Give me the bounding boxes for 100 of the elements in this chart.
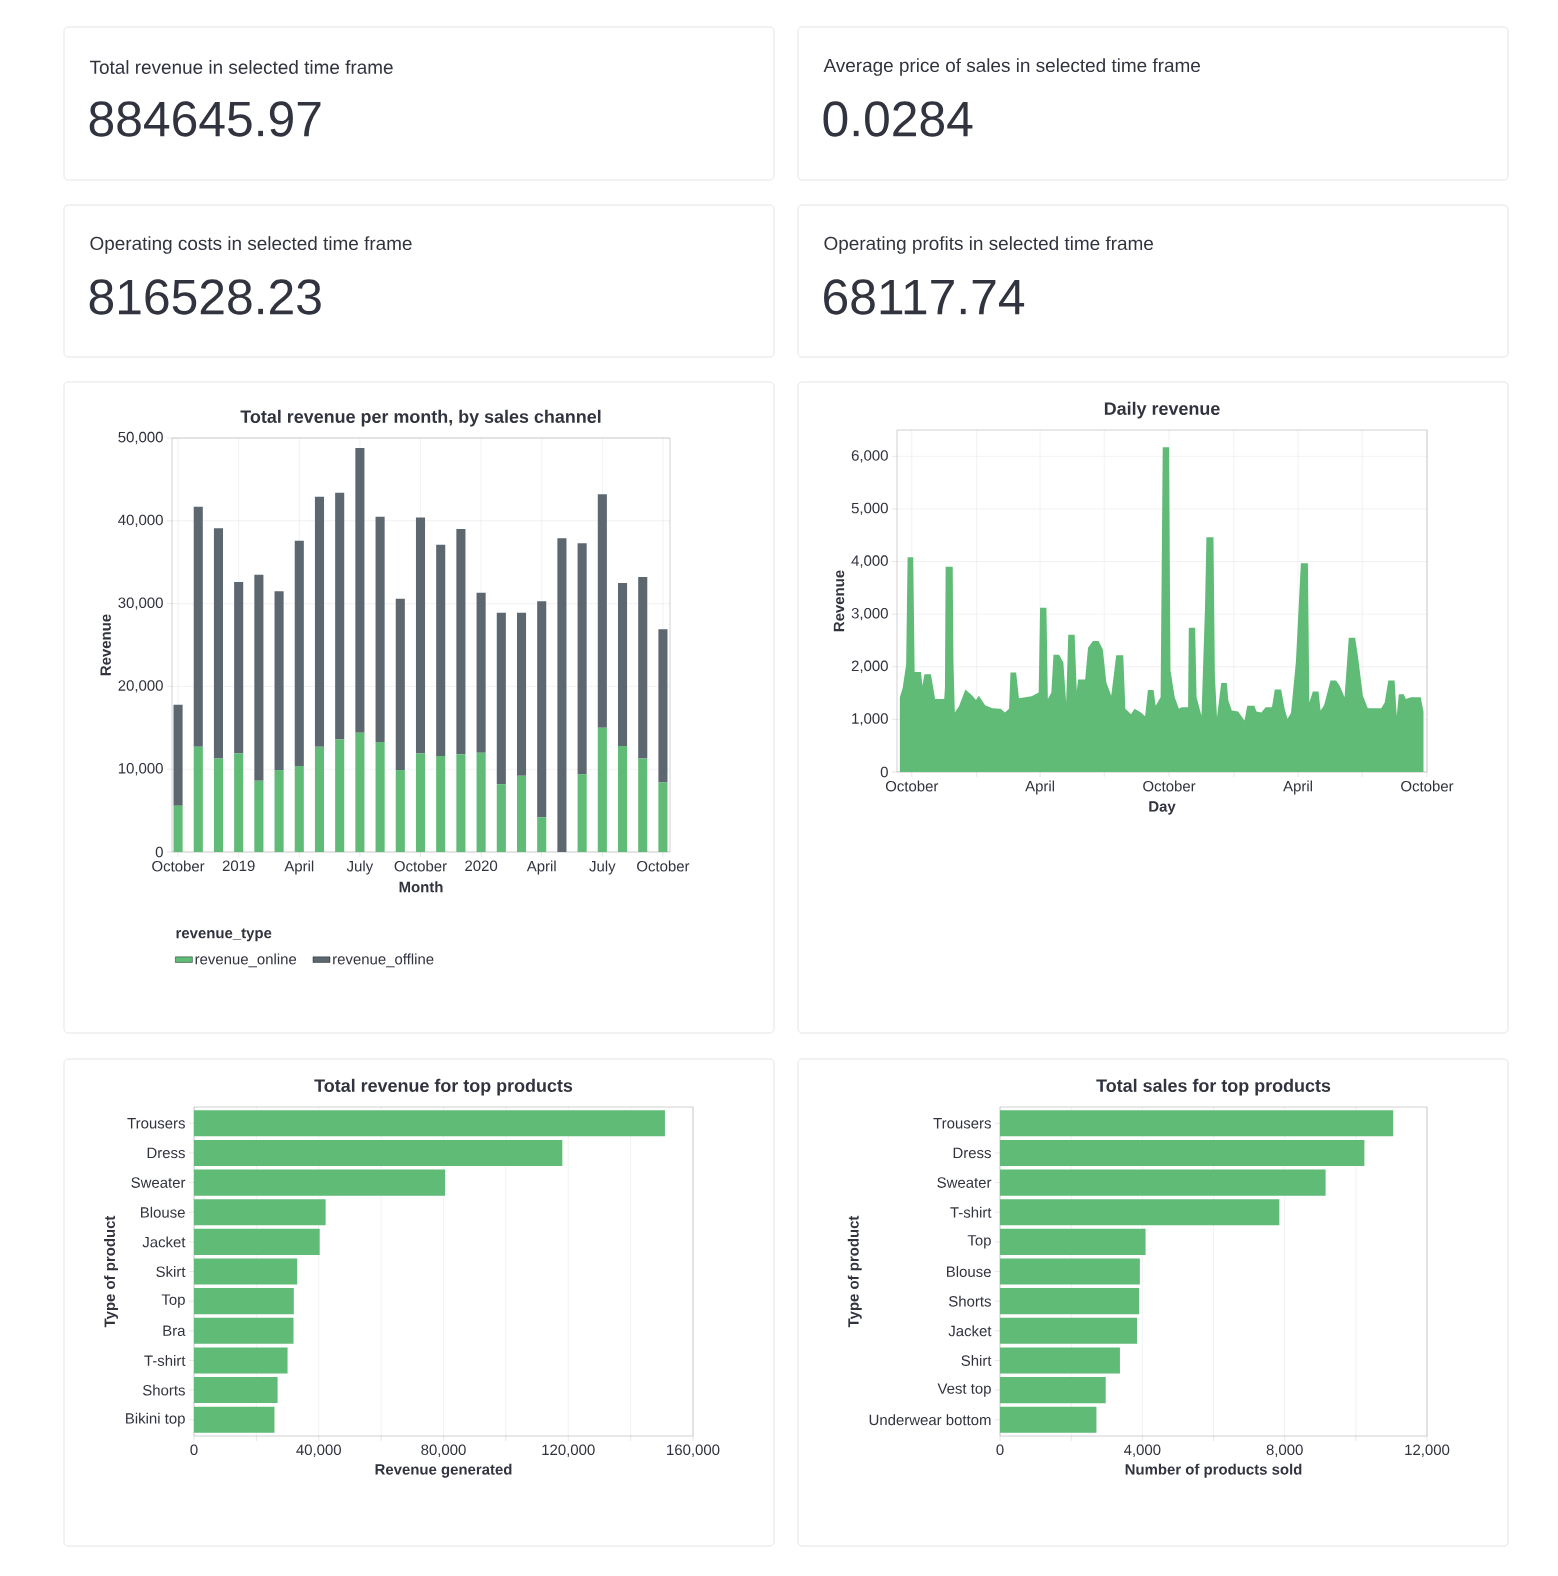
bar [1000,1228,1146,1255]
y-tick-label: Shorts [948,1295,991,1307]
x-tick-label: October [1143,780,1196,792]
x-tick-label: April [526,860,556,875]
bar [355,732,365,853]
bar [194,1347,288,1374]
x-tick-label: October [152,860,205,872]
y-axis-title: Revenue [100,614,111,676]
bar [193,506,203,747]
x-axis-title: Number of products sold [1125,1463,1302,1478]
bar [194,1317,294,1344]
y-tick-label: Jacket [142,1236,186,1248]
y-tick-label: Top [967,1235,991,1249]
y-tick-label: 30,000 [118,597,163,610]
bar [1000,1377,1106,1404]
y-tick-label: Bra [163,1325,186,1337]
y-tick-label: 40,000 [118,514,163,527]
bar [1000,1110,1394,1137]
bar [617,746,628,853]
y-tick-label: Blouse [141,1206,185,1218]
x-tick-label: July [589,860,616,875]
bar [1000,1288,1140,1315]
x-tick-label: 2020 [465,860,498,872]
bar [173,805,183,853]
bar [1000,1347,1120,1374]
bar [335,739,345,853]
bar [213,758,224,853]
bar [557,538,567,853]
bar [194,1110,665,1137]
x-tick-label: 40,000 [296,1444,342,1457]
bar [314,496,325,747]
bar [658,782,668,853]
text: 68117.74 [824,279,1025,315]
y-tick-label: Shorts [142,1384,185,1396]
bar [375,516,385,742]
bar [436,755,446,853]
x-tick-label: July [346,860,374,875]
bar [254,780,264,853]
x-tick-label: April [1283,780,1312,795]
bar [173,704,183,806]
x-tick-label: October [1401,780,1454,792]
bar [375,741,385,853]
text: Operating costs in selected time frame [90,236,412,254]
y-axis-title: Type of product [104,1215,118,1328]
bar [254,574,264,781]
chart-title: Daily revenue [1104,401,1220,419]
bar [1000,1169,1326,1196]
bar [213,528,224,759]
bar [496,784,506,853]
bar [274,770,284,853]
y-tick-label: 50,000 [118,431,163,445]
bar [194,1258,298,1285]
bar [456,754,466,853]
bar [476,752,486,853]
text: Total revenue in selected time frame [89,60,393,74]
bar [577,774,587,853]
x-tick-label: April [1025,780,1055,795]
y-tick-label: Dress [953,1147,991,1159]
y-tick-label: 0 [155,846,163,858]
y-tick-label: 3,000 [851,607,888,621]
x-tick-label: 80,000 [421,1444,466,1457]
legend-label: revenue_online [195,953,297,968]
y-axis-title: Type of product [847,1215,862,1328]
x-tick-label: October [637,860,690,872]
y-tick-label: Sweater [131,1177,186,1188]
text: Average price of sales in selected time frame [823,58,1200,76]
y-tick-label: Jacket [948,1325,992,1337]
bar [294,540,304,766]
bar [476,592,486,753]
x-tick-label: 160,000 [667,1444,720,1457]
x-tick-label: 2019 [222,860,255,872]
bar [516,612,527,776]
bar [597,727,607,853]
y-tick-label: Shirt [961,1354,992,1366]
y-tick-label: Top [161,1294,185,1308]
bar [1000,1258,1140,1285]
bar [597,494,607,728]
bar [516,775,527,853]
x-tick-label: 8,000 [1266,1444,1303,1457]
bar [638,577,648,759]
chart-title: Total revenue for top products [314,1078,573,1096]
bar [395,598,405,771]
bar [415,753,426,853]
y-tick-label: Blouse [947,1266,991,1277]
chart-title: Total revenue per month, by sales channel [240,409,601,427]
x-axis-title: Day [1149,801,1176,815]
bar [577,543,587,775]
text: Operating profits in selected time frame [824,236,1153,254]
bar [617,582,628,747]
bar [274,591,284,771]
bar [194,1377,278,1404]
x-tick-label: 0 [996,1444,1004,1456]
bar [193,746,203,853]
y-tick-label: Trousers [933,1118,991,1129]
bar [194,1228,320,1255]
y-tick-label: 1,000 [852,713,888,726]
y-tick-label: Dress [147,1147,185,1159]
y-tick-label: 0 [880,766,888,778]
y-tick-label: 4,000 [851,555,888,568]
x-tick-label: October [394,860,447,872]
